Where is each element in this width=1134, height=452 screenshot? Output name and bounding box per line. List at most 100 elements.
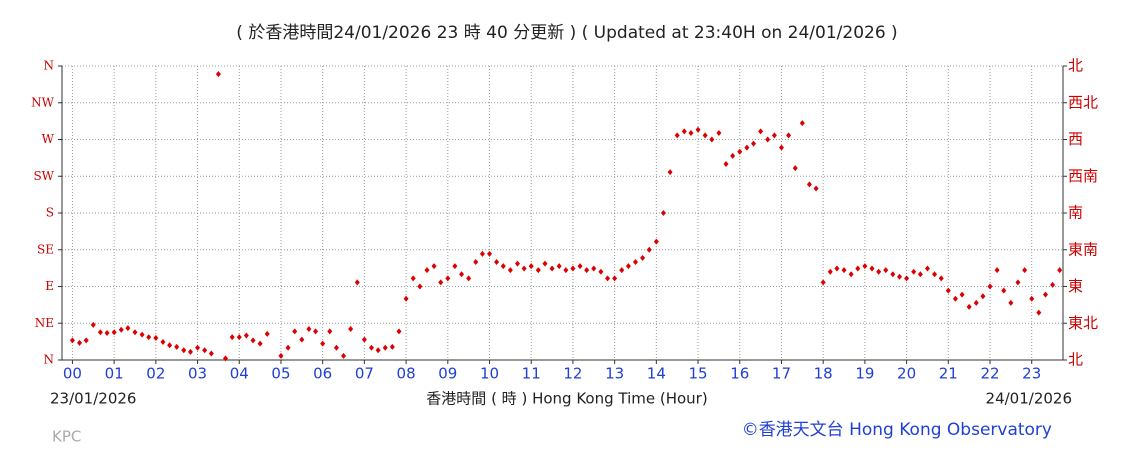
data-point xyxy=(987,283,993,290)
data-point xyxy=(229,334,235,341)
x-tick-label: 07 xyxy=(355,365,374,383)
x-tick-label: 03 xyxy=(188,365,207,383)
y2-tick-label: 東 xyxy=(1068,277,1083,295)
data-point xyxy=(500,263,506,270)
data-point xyxy=(584,267,590,274)
data-point xyxy=(786,132,792,139)
data-point xyxy=(118,326,124,333)
data-point xyxy=(570,265,576,272)
data-point xyxy=(243,332,249,339)
data-point xyxy=(250,337,256,344)
x-tick-label: 15 xyxy=(689,365,708,383)
data-point xyxy=(445,275,451,282)
data-point xyxy=(980,293,986,300)
data-point xyxy=(605,275,611,282)
data-point xyxy=(487,250,493,257)
y-tick-label: SE xyxy=(37,242,54,256)
y2-tick-label: 南 xyxy=(1068,204,1083,222)
data-point xyxy=(730,152,736,159)
data-point xyxy=(994,267,1000,274)
x-tick-label: 05 xyxy=(271,365,290,383)
data-point xyxy=(952,295,958,302)
data-point xyxy=(327,328,333,335)
data-point xyxy=(897,273,903,280)
data-point xyxy=(1036,309,1042,316)
x-tick-label: 09 xyxy=(438,365,457,383)
data-point xyxy=(208,350,214,357)
data-point xyxy=(855,265,861,272)
data-point xyxy=(195,344,201,351)
data-point xyxy=(758,128,764,135)
data-point xyxy=(160,339,166,346)
data-point xyxy=(521,265,527,272)
x-axis-label: 香港時間 ( 時 ) Hong Kong Time (Hour) xyxy=(426,390,707,408)
data-point xyxy=(911,268,917,275)
data-point xyxy=(431,263,437,270)
data-point xyxy=(438,279,444,286)
data-point xyxy=(841,267,847,274)
data-point xyxy=(83,337,89,344)
data-point xyxy=(313,328,319,335)
data-point xyxy=(1001,287,1007,294)
x-tick-label: 06 xyxy=(313,365,332,383)
data-point xyxy=(333,344,339,351)
data-point xyxy=(681,128,687,135)
data-point xyxy=(848,271,854,278)
x-tick-label: 19 xyxy=(855,365,874,383)
data-point xyxy=(744,144,750,151)
data-point xyxy=(361,336,367,343)
end-date: 24/01/2026 xyxy=(986,390,1072,408)
data-point xyxy=(820,279,826,286)
data-point xyxy=(876,268,882,275)
data-point xyxy=(389,343,395,350)
x-tick-label: 14 xyxy=(647,365,666,383)
data-point xyxy=(813,185,819,192)
data-point xyxy=(1057,267,1063,274)
data-point xyxy=(375,347,381,354)
data-point xyxy=(771,132,777,139)
data-point xyxy=(264,330,270,337)
data-point xyxy=(1022,267,1028,274)
data-point xyxy=(563,267,569,274)
x-tick-label: 18 xyxy=(814,365,833,383)
x-tick-label: 02 xyxy=(146,365,165,383)
x-tick-label: 22 xyxy=(980,365,999,383)
data-point xyxy=(542,260,548,267)
data-point xyxy=(417,283,423,290)
x-tick-label: 17 xyxy=(772,365,791,383)
x-tick-label: 12 xyxy=(563,365,582,383)
data-point xyxy=(674,132,680,139)
y2-tick-label: 東南 xyxy=(1068,240,1098,258)
data-point xyxy=(285,344,291,351)
data-point xyxy=(966,303,972,310)
data-point xyxy=(69,337,75,344)
data-point xyxy=(111,329,117,336)
data-point xyxy=(202,347,208,354)
data-point xyxy=(799,120,805,127)
data-point xyxy=(890,271,896,278)
data-point xyxy=(181,347,187,354)
data-point xyxy=(403,295,409,302)
data-point xyxy=(723,161,729,167)
data-point xyxy=(306,325,312,332)
data-point xyxy=(146,334,152,341)
data-point xyxy=(104,330,110,337)
data-point xyxy=(869,265,875,272)
data-point xyxy=(187,348,193,355)
y-tick-label: N xyxy=(44,59,55,73)
y2-tick-label: 北 xyxy=(1068,57,1083,75)
x-tick-label: 00 xyxy=(63,365,82,383)
data-point xyxy=(424,267,430,274)
data-point xyxy=(904,275,910,282)
data-point xyxy=(945,287,951,294)
data-point xyxy=(396,328,402,335)
y-tick-label: E xyxy=(45,279,54,293)
data-point xyxy=(354,279,360,286)
data-point xyxy=(1008,299,1014,306)
data-point xyxy=(938,275,944,282)
data-point xyxy=(667,169,673,176)
data-point xyxy=(174,343,180,350)
data-point xyxy=(139,331,145,338)
x-tick-label: 04 xyxy=(230,365,249,383)
data-point xyxy=(341,352,347,359)
